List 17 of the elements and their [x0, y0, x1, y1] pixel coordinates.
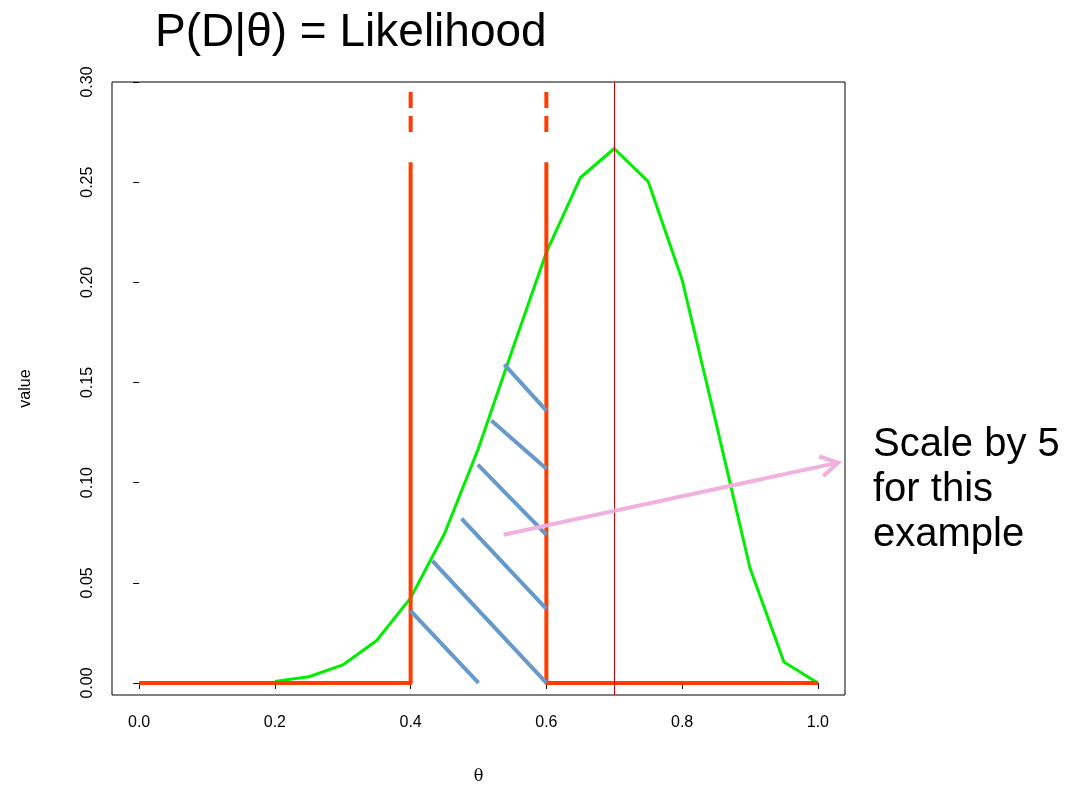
- y-tick-label: 0.15: [77, 366, 95, 399]
- x-tick-label: 1.0: [806, 712, 830, 730]
- y-tick-label: 0.30: [77, 66, 95, 98]
- x-tick-label: 0.8: [670, 712, 694, 730]
- y-tick-label: 0.05: [77, 567, 95, 599]
- y-tick-label: 0.25: [77, 166, 95, 198]
- x-axis-title: θ: [473, 765, 484, 785]
- x-tick-label: 0.6: [535, 712, 558, 730]
- y-tick-label: 0.00: [77, 667, 95, 699]
- text: Scale by 5 for this example: [873, 420, 1061, 555]
- x-tick-label: 0.2: [263, 712, 287, 730]
- y-axis-title: value: [15, 369, 33, 408]
- x-tick-label: 0.0: [128, 712, 151, 730]
- y-tick-label: 0.10: [77, 466, 95, 499]
- chart-title: P(D|θ) = Likelihood: [155, 4, 547, 56]
- y-tick-label: 0.20: [77, 266, 95, 298]
- x-tick-label: 0.4: [399, 712, 422, 730]
